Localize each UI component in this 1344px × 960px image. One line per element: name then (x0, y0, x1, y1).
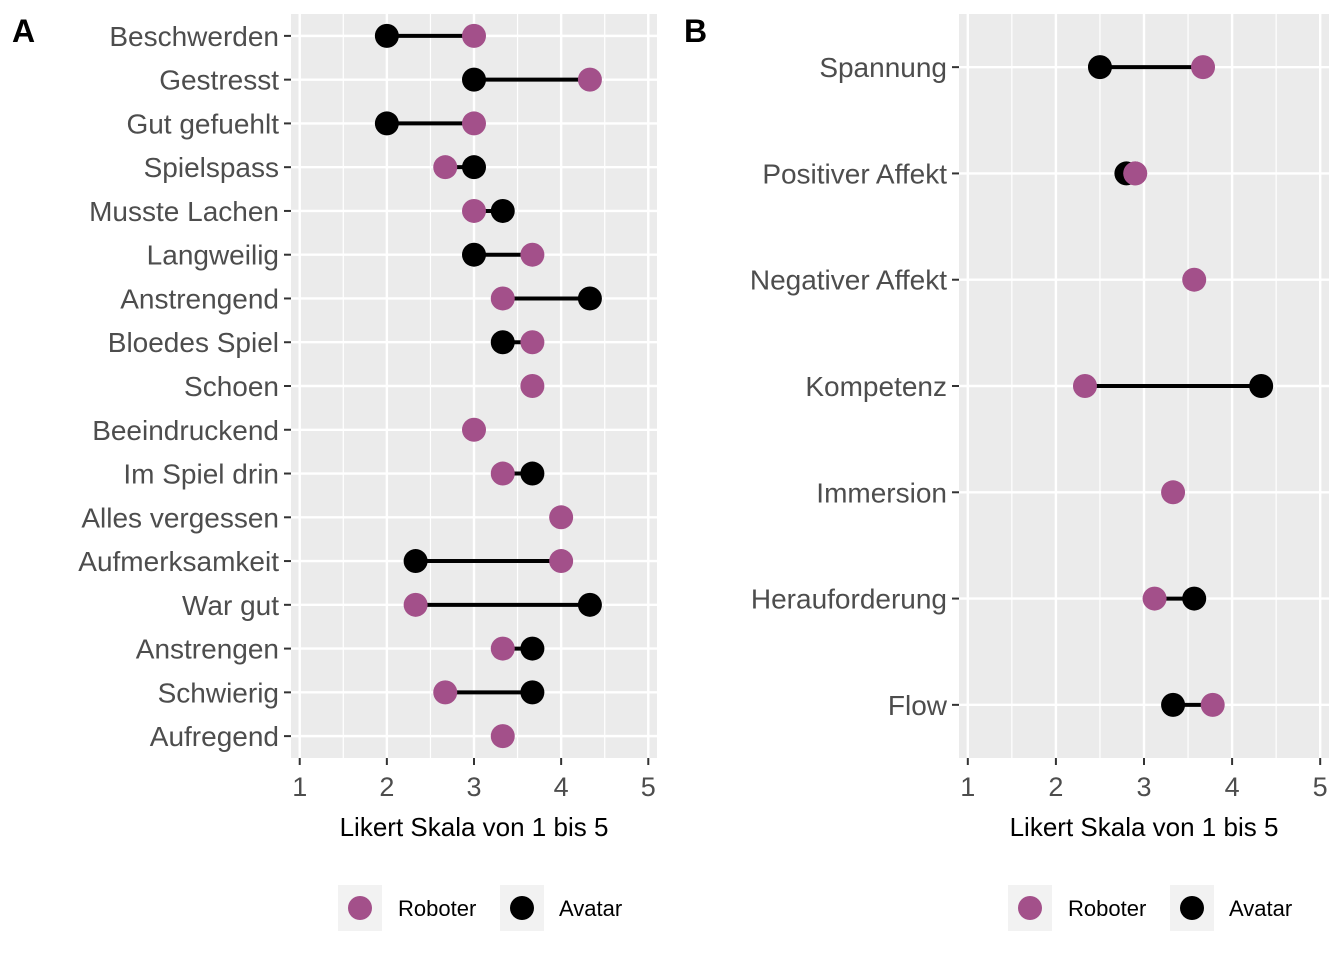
x-tick-label: 5 (1313, 772, 1328, 802)
avatar-point (520, 680, 545, 705)
roboter-point (1182, 267, 1207, 292)
x-tick-label: 4 (554, 772, 569, 802)
roboter-point (1161, 480, 1186, 505)
avatar-point (1087, 55, 1112, 80)
avatar-point (1161, 692, 1186, 717)
category-label: Aufregend (150, 721, 279, 752)
x-tick-label: 1 (960, 772, 975, 802)
avatar-point (462, 242, 486, 267)
category-label: Beeindruckend (92, 415, 279, 446)
x-tick-label: 5 (641, 772, 656, 802)
roboter-point (490, 461, 515, 486)
x-axis-title: Likert Skala von 1 bis 5 (340, 812, 609, 842)
roboter-point (433, 155, 458, 180)
legend-label-roboter: Roboter (398, 896, 476, 921)
category-label: Langweilig (147, 240, 279, 271)
x-tick-label: 4 (1225, 772, 1240, 802)
panel-tag: A (12, 13, 35, 49)
roboter-point (490, 286, 515, 311)
legend-key-avatar (510, 896, 534, 920)
category-label: Schoen (184, 371, 279, 402)
roboter-point (1072, 374, 1097, 398)
category-label: Kompetenz (805, 371, 947, 402)
category-label: Im Spiel drin (123, 459, 279, 490)
avatar-point (490, 198, 515, 223)
x-tick-label: 2 (1048, 772, 1063, 802)
category-label: Positiver Affekt (762, 158, 947, 189)
x-axis-title: Likert Skala von 1 bis 5 (1010, 812, 1279, 842)
legend-key-roboter (348, 896, 372, 920)
category-label: Herauforderung (751, 584, 947, 615)
avatar-point (577, 592, 602, 617)
roboter-point (1191, 55, 1216, 80)
category-label: Spielspass (144, 152, 279, 183)
legend-key-roboter (1018, 896, 1042, 920)
roboter-point (403, 592, 428, 617)
panel-a: Beschwerden Gestresst Gut gefuehlt Spielspa… (12, 13, 657, 931)
roboter-point (462, 23, 486, 48)
category-label: Anstrengen (136, 634, 279, 665)
x-tick-label: 2 (379, 772, 394, 802)
category-label: Gestresst (159, 65, 279, 96)
panel-tag: B (684, 13, 707, 49)
category-label: Immersion (816, 477, 947, 508)
roboter-point (549, 549, 574, 574)
legend-key-avatar (1180, 896, 1204, 920)
avatar-point (374, 23, 399, 48)
category-label: Spannung (819, 52, 947, 83)
roboter-point (433, 680, 458, 705)
category-label: Negativer Affekt (750, 265, 947, 296)
roboter-point (1142, 586, 1167, 611)
category-label: Musste Lachen (89, 196, 279, 227)
legend-label-avatar: Avatar (559, 896, 622, 921)
roboter-point (549, 505, 574, 530)
roboter-point (490, 636, 515, 661)
category-label: Beschwerden (109, 21, 279, 52)
x-tick-label: 1 (292, 772, 307, 802)
avatar-point (520, 636, 545, 661)
category-label: Anstrengend (120, 283, 279, 314)
category-label: Flow (888, 690, 948, 721)
avatar-point (577, 286, 602, 311)
roboter-point (520, 330, 545, 355)
roboter-point (462, 198, 486, 223)
category-label: Bloedes Spiel (108, 327, 279, 358)
roboter-point (462, 111, 486, 136)
category-label: Gut gefuehlt (126, 108, 279, 139)
category-label: War gut (182, 590, 279, 621)
avatar-point (462, 155, 486, 180)
x-tick-label: 3 (1136, 772, 1151, 802)
roboter-point (462, 417, 486, 442)
avatar-point (490, 330, 515, 355)
roboter-point (1123, 161, 1148, 186)
avatar-point (462, 67, 486, 92)
avatar-point (1182, 586, 1207, 611)
category-label: Alles vergessen (81, 502, 279, 533)
category-label: Schwierig (158, 677, 279, 708)
avatar-point (374, 111, 399, 136)
panel-b: Spannung Positiver Affekt Negativer Affekt… (684, 13, 1329, 931)
x-tick-label: 3 (466, 772, 481, 802)
avatar-point (403, 549, 428, 574)
roboter-point (1200, 692, 1225, 717)
avatar-point (520, 461, 545, 486)
roboter-point (490, 724, 515, 749)
legend-label-roboter: Roboter (1068, 896, 1146, 921)
category-label: Aufmerksamkeit (78, 546, 279, 577)
roboter-point (577, 67, 602, 92)
roboter-point (520, 242, 545, 267)
legend-label-avatar: Avatar (1229, 896, 1292, 921)
roboter-point (520, 374, 545, 398)
avatar-point (1249, 374, 1274, 398)
